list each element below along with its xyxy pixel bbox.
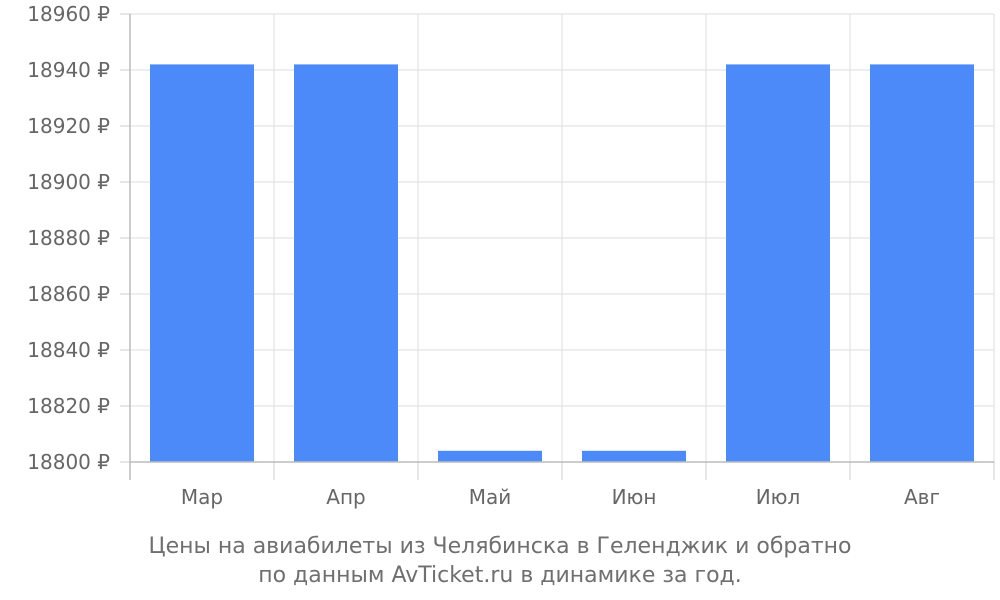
y-tick-label: 18840 ₽ bbox=[27, 338, 110, 362]
y-tick-label: 18940 ₽ bbox=[27, 58, 110, 82]
bar-1 bbox=[150, 64, 254, 463]
bar-2 bbox=[294, 64, 398, 463]
caption-line-1: Цены на авиабилеты из Челябинска в Гелен… bbox=[148, 534, 852, 559]
x-tick-label: Мар bbox=[181, 485, 223, 509]
y-tick-label: 18880 ₽ bbox=[27, 226, 110, 250]
bar-chart: 18800 ₽ 18820 ₽ 18840 ₽ 18860 ₽ 18880 ₽ 18900… bbox=[27, 2, 995, 509]
y-tick-label: 18820 ₽ bbox=[27, 394, 110, 418]
bar-4 bbox=[582, 450, 686, 462]
x-tick-label: Авг bbox=[904, 485, 940, 509]
bar-6 bbox=[870, 64, 974, 463]
bar-3 bbox=[438, 450, 542, 462]
x-tick-label: Июл bbox=[756, 485, 801, 509]
bar-5 bbox=[726, 64, 830, 463]
y-tick-label: 18960 ₽ bbox=[27, 2, 110, 26]
y-tick-label: 18800 ₽ bbox=[27, 450, 110, 474]
y-axis-ticks: 18800 ₽ 18820 ₽ 18840 ₽ 18860 ₽ 18880 ₽ 18900… bbox=[27, 2, 110, 474]
x-tick-label: Май bbox=[469, 485, 512, 509]
grid-lines bbox=[129, 13, 995, 463]
x-axis-ticks: Мар Апр Май Июн Июл Авг bbox=[181, 485, 940, 509]
y-tick-label: 18920 ₽ bbox=[27, 114, 110, 138]
caption-line-2: по данным AvTicket.ru в динамике за год. bbox=[258, 563, 742, 588]
x-tick-label: Апр bbox=[326, 485, 365, 509]
chart-caption: Цены на авиабилеты из Челябинска в Гелен… bbox=[0, 532, 1000, 590]
y-tick-label: 18900 ₽ bbox=[27, 170, 110, 194]
x-tick-label: Июн bbox=[612, 485, 657, 509]
axes bbox=[120, 13, 995, 480]
y-tick-label: 18860 ₽ bbox=[27, 282, 110, 306]
bars bbox=[150, 64, 974, 463]
